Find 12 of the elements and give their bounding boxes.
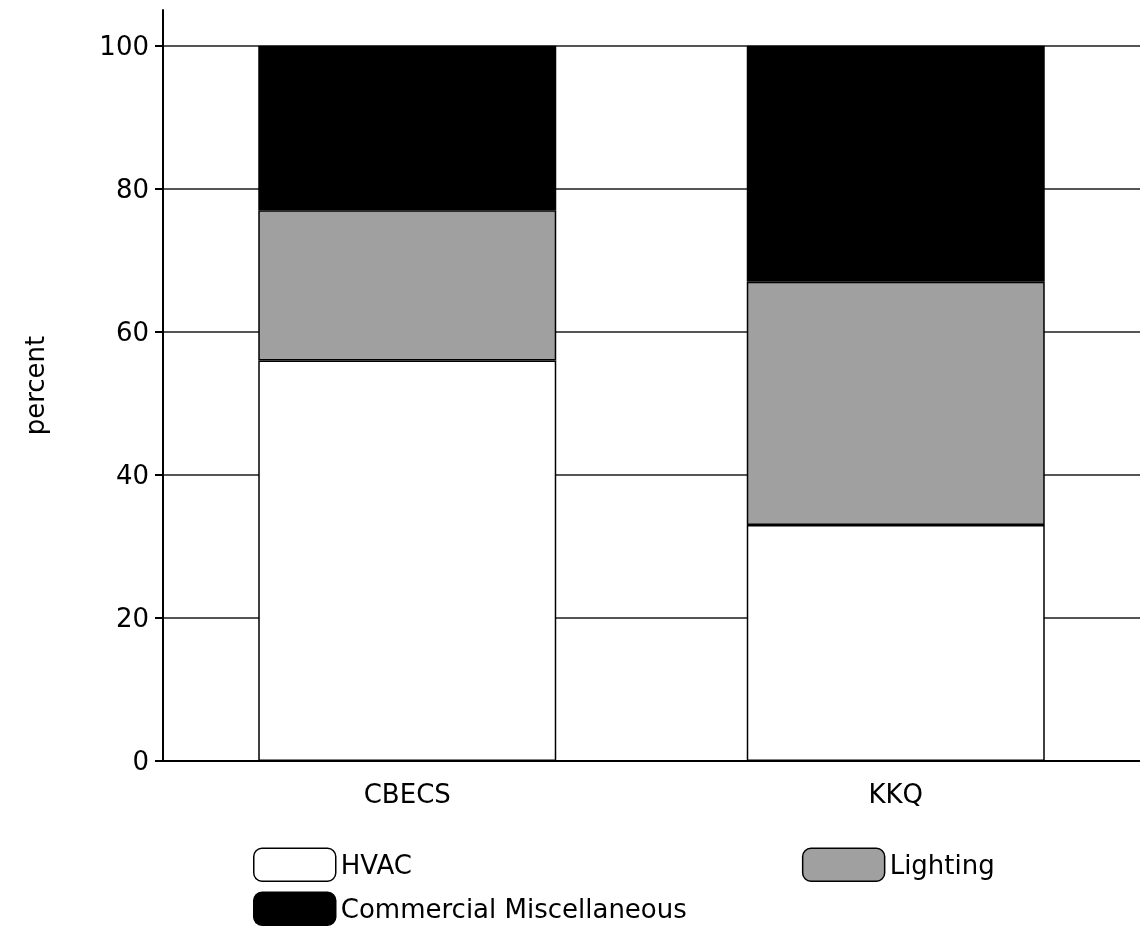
y-tick-label: 0 [132, 746, 149, 776]
legend-label: Lighting [889, 849, 995, 880]
x-tick-label: CBECS [363, 779, 451, 809]
y-tick-label: 60 [115, 316, 149, 347]
y-tick-label: 20 [115, 602, 149, 633]
y-tick-label: 40 [115, 459, 149, 490]
x-tick-label: KKQ [868, 779, 924, 809]
y-tick-label: 100 [99, 30, 149, 61]
y-tick-label: 80 [115, 173, 149, 204]
legend-label: HVAC [340, 849, 412, 880]
legend-label: Commercial Miscellaneous [340, 893, 687, 924]
y-axis-title: percent [20, 335, 50, 436]
